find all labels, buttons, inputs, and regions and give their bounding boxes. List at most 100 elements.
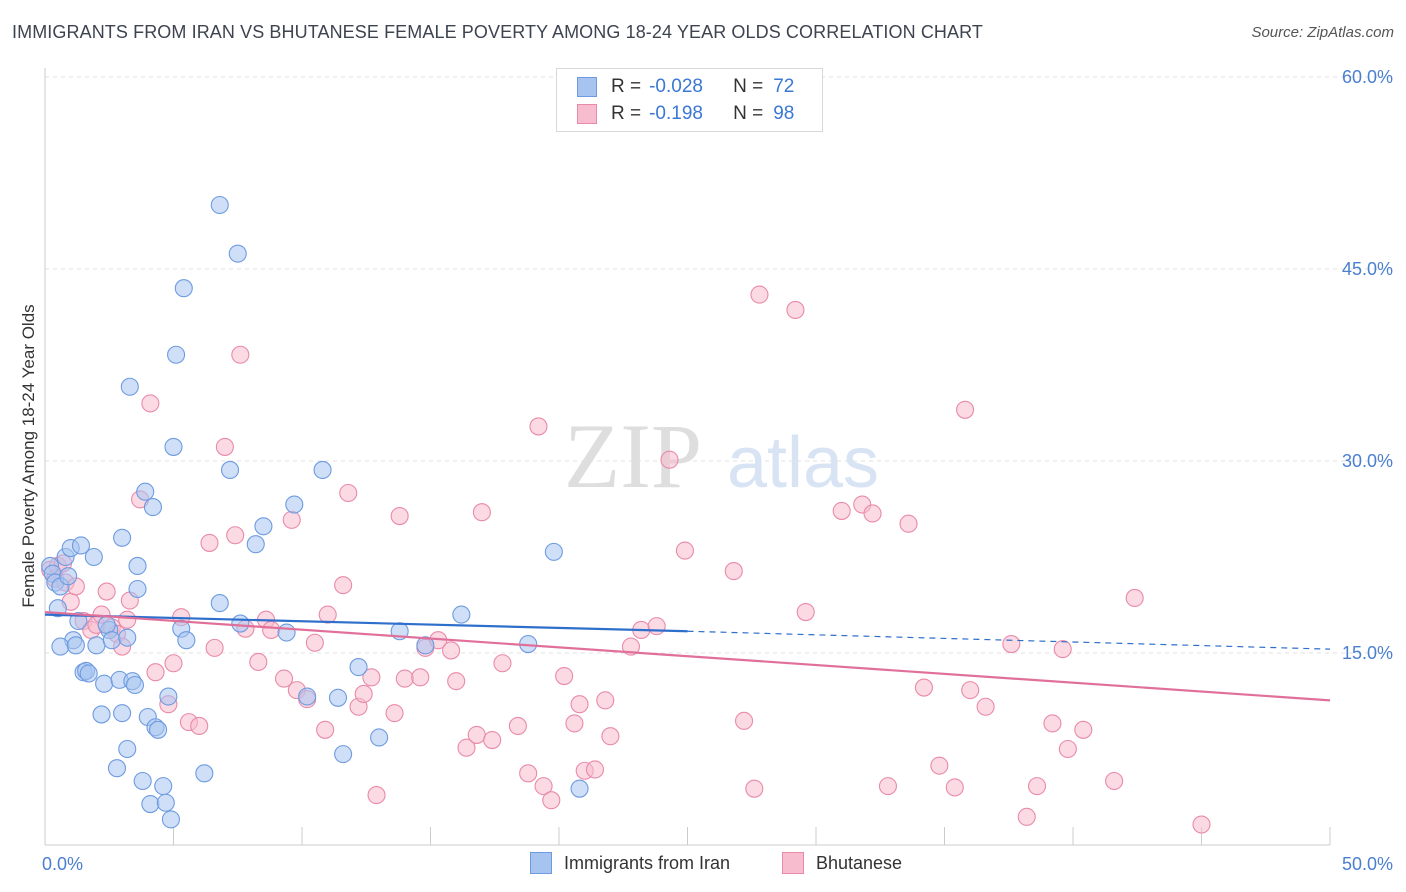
point-iran-35	[136, 482, 155, 501]
point-iran-19	[95, 674, 114, 693]
point-bhutanese-80	[750, 285, 769, 304]
point-bhutanese-39	[316, 720, 335, 739]
point-iran-63	[334, 745, 353, 764]
watermark-atlas: atlas	[727, 423, 879, 503]
point-iran-55	[231, 614, 250, 633]
point-bhutanese-71	[601, 727, 620, 746]
point-bhutanese-55	[457, 738, 476, 757]
point-bhutanese-50	[411, 668, 430, 687]
point-bhutanese-31	[249, 652, 268, 672]
point-bhutanese-87	[899, 514, 918, 533]
legend-n-label: N =	[733, 76, 764, 97]
point-iran-17	[87, 636, 106, 655]
watermark: ZIP atlas	[564, 405, 879, 507]
point-bhutanese-99	[1058, 739, 1077, 759]
x-tick-label-1: 50.0%	[1342, 854, 1393, 874]
series-bhutanese-points	[41, 285, 1211, 834]
point-bhutanese-62	[529, 417, 548, 436]
point-iran-70	[544, 542, 563, 561]
point-bhutanese-65	[555, 666, 574, 686]
point-bhutanese-74	[647, 617, 666, 636]
point-bhutanese-53	[442, 641, 461, 660]
legend-swatch-bhutanese	[577, 104, 597, 124]
point-bhutanese-97	[1043, 714, 1062, 733]
point-iran-52	[210, 195, 229, 215]
point-iran-64	[349, 658, 368, 677]
point-iran-15	[79, 664, 98, 683]
legend-r-value-bhutanese: -0.198	[649, 103, 703, 124]
point-iran-27	[118, 739, 137, 759]
point-bhutanese-45	[362, 668, 381, 687]
point-bhutanese-60	[508, 716, 527, 736]
point-iran-10	[66, 636, 85, 655]
point-bhutanese-88	[914, 678, 933, 697]
point-iran-12	[69, 611, 88, 631]
point-iran-49	[177, 631, 196, 650]
point-bhutanese-58	[483, 730, 502, 750]
chart-title: IMMIGRANTS FROM IRAN VS BHUTANESE FEMALE…	[12, 22, 983, 42]
point-iran-68	[452, 605, 471, 624]
point-iran-71	[570, 779, 589, 798]
legend-n-label: N =	[733, 103, 764, 124]
point-bhutanese-96	[1027, 777, 1047, 796]
point-bhutanese-34	[274, 669, 294, 688]
point-bhutanese-40	[318, 605, 337, 624]
point-bhutanese-95	[1017, 807, 1036, 826]
point-bhutanese-59	[493, 654, 512, 673]
point-iran-65	[370, 728, 389, 747]
legend-r-label: R =	[611, 103, 642, 124]
point-iran-60	[298, 687, 317, 706]
point-bhutanese-49	[395, 669, 414, 688]
point-bhutanese-38	[305, 633, 324, 652]
legend-row-bhutanese: R = -0.198 N = 98	[577, 101, 794, 127]
point-iran-45	[164, 437, 183, 456]
point-bhutanese-24	[190, 716, 209, 736]
point-bhutanese-81	[786, 300, 805, 320]
point-iran-26	[113, 528, 132, 547]
axes	[44, 68, 1331, 846]
point-iran-25	[113, 704, 132, 723]
point-iran-6	[59, 567, 78, 586]
point-iran-38	[143, 498, 162, 517]
series-legend-label-bhutanese: Bhutanese	[816, 852, 903, 873]
point-bhutanese-48	[390, 506, 409, 526]
point-bhutanese-103	[1192, 815, 1211, 834]
y-tick-label-0: 15.0%	[1342, 643, 1393, 663]
point-iran-67	[416, 636, 435, 655]
point-bhutanese-33	[262, 620, 281, 640]
point-bhutanese-98	[1053, 640, 1072, 659]
point-iran-40	[149, 720, 168, 739]
point-bhutanese-54	[447, 672, 466, 691]
point-bhutanese-25	[200, 533, 219, 552]
point-iran-58	[277, 623, 296, 642]
point-iran-51	[210, 594, 229, 613]
point-bhutanese-46	[367, 786, 386, 805]
point-bhutanese-18	[141, 394, 160, 413]
series-legend-swatch-iran	[530, 852, 552, 874]
point-iran-43	[159, 687, 178, 706]
trend-line-iran	[44, 613, 688, 633]
point-bhutanese-77	[724, 562, 743, 581]
point-iran-37	[141, 794, 160, 814]
point-bhutanese-11	[97, 582, 116, 601]
point-iran-28	[118, 628, 137, 647]
series-legend-label-iran: Immigrants from Iran	[564, 852, 731, 873]
point-bhutanese-63	[534, 777, 553, 796]
point-iran-53	[220, 460, 240, 480]
point-bhutanese-27	[215, 437, 234, 456]
point-iran-16	[84, 547, 103, 567]
point-bhutanese-91	[956, 400, 975, 419]
point-bhutanese-29	[231, 345, 250, 364]
point-bhutanese-35	[282, 510, 301, 529]
point-iran-50	[195, 764, 214, 783]
point-iran-62	[328, 688, 348, 707]
point-bhutanese-61	[519, 764, 538, 783]
point-bhutanese-75	[660, 450, 679, 469]
point-iran-46	[167, 345, 186, 364]
y-tick-label-1: 30.0%	[1342, 451, 1393, 471]
legend-swatch-iran	[577, 77, 597, 97]
point-iran-61	[313, 460, 332, 480]
point-iran-18	[92, 705, 111, 724]
series-legend-item-iran: Immigrants from Iran	[530, 852, 730, 874]
series-iran-points	[41, 195, 589, 829]
